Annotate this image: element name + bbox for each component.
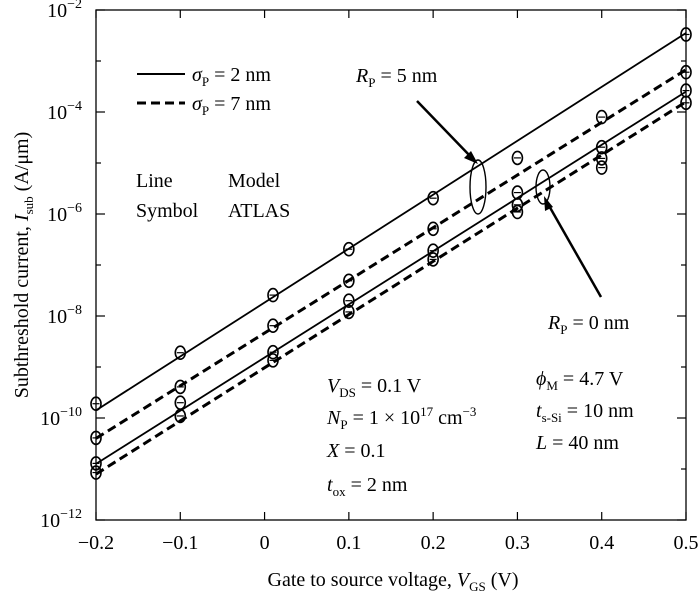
model-line-3-dashed	[95, 100, 687, 476]
y-axis-label: Subthreshold current, Isub (A/μm)	[11, 132, 36, 399]
y-tick-label: 10−2	[47, 0, 82, 22]
annotation-rp0: RP = 0 nm	[547, 312, 630, 337]
model-line-1-dashed	[95, 68, 687, 440]
atlas-point-s0-5	[511, 150, 524, 166]
atlas-point-s2-5	[511, 197, 524, 213]
atlas-point-s0-0	[90, 396, 102, 412]
atlas-point-s2-3	[343, 293, 355, 309]
y-tick-label: 10−12	[40, 507, 82, 532]
atlas-point-s0-3	[343, 241, 355, 257]
param-tssi: ts-Si = 10 nm	[536, 400, 634, 425]
atlas-point-s1-6	[595, 139, 608, 155]
legend-solid-label: σP = 2 nm	[192, 64, 271, 89]
legend-table-line: Line	[136, 170, 173, 192]
model-lines	[95, 32, 687, 476]
atlas-point-s1-0	[90, 430, 102, 446]
annotation-rp0-arrowhead	[544, 196, 553, 211]
annotation-rp0-ellipse	[535, 169, 551, 205]
param-phim: ϕM = 4.7 V	[536, 368, 624, 393]
atlas-point-s3-3	[343, 304, 355, 320]
atlas-point-s1-2	[267, 318, 279, 333]
y-tick-label: 10−4	[47, 99, 82, 124]
atlas-point-s3-6	[595, 160, 608, 175]
annotation-rp0-arrow	[546, 203, 603, 298]
legend-dashed-label: σP = 7 nm	[192, 93, 271, 118]
legend-table-atlas: ATLAS	[228, 200, 290, 222]
x-axis-label: Gate to source voltage, VGS (V)	[268, 569, 519, 594]
legend-table-model: Model	[228, 170, 281, 192]
param-vds: VDS = 0.1 V	[327, 375, 422, 400]
annotation-rp5-arrowhead	[464, 151, 478, 164]
legend-table-symbol: Symbol	[136, 200, 199, 222]
y-tick-label: 10−6	[47, 201, 82, 226]
param-l: L = 40 nm	[535, 432, 619, 454]
param-tox: tox = 2 nm	[327, 474, 408, 499]
atlas-point-s2-4	[427, 243, 439, 259]
atlas-point-s2-6	[595, 151, 608, 166]
param-x: X = 0.1	[326, 440, 386, 462]
model-line-0-solid	[95, 32, 687, 412]
atlas-point-s1-1	[174, 379, 187, 395]
x-tick-label: −0.1	[162, 532, 198, 554]
x-tick-label: 0.2	[421, 532, 446, 554]
x-tick-label: 0.4	[589, 532, 614, 554]
x-tick-label: 0.3	[505, 532, 530, 554]
atlas-point-s3-0	[90, 465, 102, 480]
atlas-point-s2-2	[267, 344, 279, 360]
atlas-point-s1-7	[680, 64, 692, 80]
axis-ticks: −0.2 −0.1 0 0.1 0.2 0.3 0.4 0.5 10−12 10−10 10−8 10…	[40, 0, 698, 554]
atlas-point-s0-7	[680, 27, 692, 42]
atlas-point-s3-5	[511, 204, 524, 220]
atlas-point-s1-3	[343, 273, 355, 289]
atlas-point-s0-4	[427, 190, 439, 206]
atlas-point-s3-1	[174, 408, 187, 424]
annotation-rp5: RP = 5 nm	[355, 65, 438, 90]
model-line-2-solid	[95, 90, 687, 465]
x-tick-label: −0.2	[78, 532, 114, 554]
atlas-point-s0-6	[595, 109, 608, 125]
param-np: NP = 1 × 1017 cm−3	[326, 404, 476, 432]
y-tick-label: 10−8	[47, 303, 82, 328]
atlas-point-s3-7	[680, 95, 692, 111]
y-tick-label: 10−10	[40, 405, 82, 430]
atlas-point-s3-2	[267, 353, 279, 368]
atlas-point-s3-4	[427, 252, 439, 267]
atlas-point-s1-4	[427, 221, 439, 237]
x-tick-label: 0.1	[336, 532, 361, 554]
atlas-point-s0-2	[267, 287, 279, 303]
annotation-rp5-ellipse	[469, 159, 487, 215]
atlas-markers	[90, 27, 692, 480]
x-tick-label: 0.5	[674, 532, 699, 554]
x-tick-label: 0	[260, 532, 270, 554]
annotation-rp5-arrow	[416, 100, 473, 159]
atlas-point-s2-0	[90, 456, 102, 471]
atlas-point-s0-1	[174, 345, 187, 361]
